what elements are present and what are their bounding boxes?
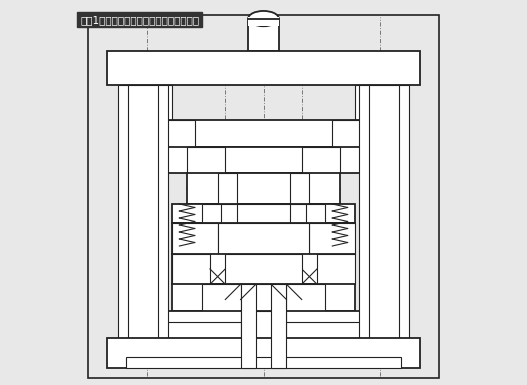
Bar xyxy=(359,85,409,357)
Bar xyxy=(122,85,172,120)
Bar xyxy=(218,223,309,254)
Bar xyxy=(157,147,370,173)
Bar xyxy=(172,223,355,254)
Bar xyxy=(172,254,210,284)
Bar xyxy=(296,242,304,254)
Bar xyxy=(128,85,159,357)
Bar xyxy=(157,120,194,147)
Bar xyxy=(187,173,340,204)
Bar xyxy=(187,147,225,173)
Bar xyxy=(118,85,168,357)
Bar xyxy=(302,147,340,173)
Bar xyxy=(223,242,231,254)
Bar xyxy=(240,311,287,338)
Bar xyxy=(218,173,237,246)
Bar xyxy=(290,204,306,223)
Bar xyxy=(271,284,287,368)
Bar xyxy=(107,51,420,85)
Bar xyxy=(309,223,355,254)
Bar xyxy=(333,120,370,147)
Bar xyxy=(248,20,279,51)
Bar xyxy=(133,120,394,147)
Text: 【図1】一般的な可動ストリッパ構造金型: 【図1】一般的な可動ストリッパ構造金型 xyxy=(80,15,199,25)
Bar xyxy=(107,338,420,368)
Bar xyxy=(172,284,355,311)
Bar xyxy=(225,254,302,284)
Ellipse shape xyxy=(248,11,279,26)
Bar xyxy=(126,311,401,338)
Bar xyxy=(202,204,325,223)
Bar xyxy=(290,173,309,246)
Bar xyxy=(368,85,399,357)
Bar xyxy=(240,284,256,368)
Bar xyxy=(172,223,218,254)
Bar xyxy=(126,357,401,368)
Bar xyxy=(202,284,325,311)
Bar xyxy=(221,204,237,223)
Bar xyxy=(240,284,287,311)
Bar xyxy=(355,85,405,120)
Bar xyxy=(172,204,355,223)
Bar xyxy=(248,17,279,26)
Bar xyxy=(172,254,355,284)
Bar xyxy=(317,254,355,284)
Bar xyxy=(157,323,370,338)
